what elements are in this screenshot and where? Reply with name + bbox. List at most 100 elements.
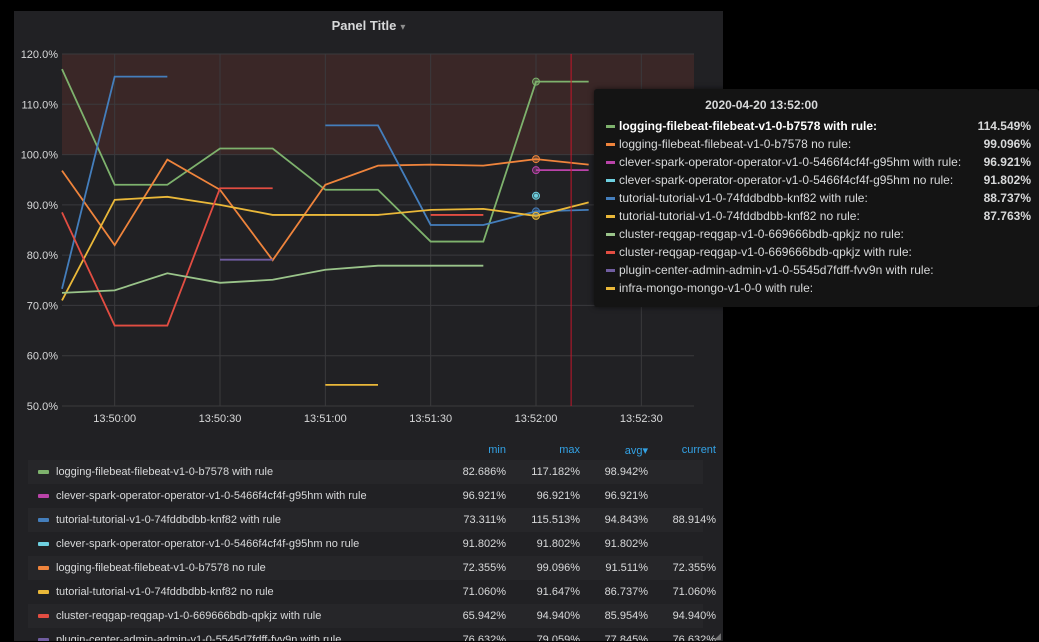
tooltip-row: logging-filebeat-filebeat-v1-0-b7578 wit… xyxy=(606,118,1031,136)
x-tick-label: 13:52:00 xyxy=(515,413,558,425)
tooltip-row: tutorial-tutorial-v1-0-74fddbdbb-knf82 w… xyxy=(606,190,1031,208)
legend-series-name[interactable]: logging-filebeat-filebeat-v1-0-b7578 wit… xyxy=(56,466,274,478)
tooltip-row: logging-filebeat-filebeat-v1-0-b7578 no … xyxy=(606,136,1031,154)
tooltip-series-name: logging-filebeat-filebeat-v1-0-b7578 no … xyxy=(619,137,852,151)
tooltip-series-name: infra-mongo-mongo-v1-0-0 with rule: xyxy=(619,281,814,295)
legend-row[interactable]: logging-filebeat-filebeat-v1-0-b7578 no … xyxy=(28,556,716,580)
legend-row[interactable]: plugin-center-admin-admin-v1-0-5545d7fdf… xyxy=(28,628,716,641)
series-color-swatch xyxy=(606,287,615,290)
legend-avg: 91.511% xyxy=(605,562,648,574)
tooltip-series-name: logging-filebeat-filebeat-v1-0-b7578 wit… xyxy=(619,119,878,133)
series-color-swatch xyxy=(606,143,615,146)
legend-series-name[interactable]: logging-filebeat-filebeat-v1-0-b7578 no … xyxy=(56,562,266,574)
tooltip-series-value: 114.549% xyxy=(977,119,1031,133)
tooltip-series-value: 91.802% xyxy=(983,173,1031,187)
series-color-swatch xyxy=(606,251,615,254)
legend-current: 94.940% xyxy=(672,610,716,622)
series-color-swatch[interactable] xyxy=(38,518,49,522)
series-color-swatch xyxy=(606,233,615,236)
tooltip-row: cluster-reqgap-reqgap-v1-0-669666bdb-qpk… xyxy=(606,244,1031,262)
legend-avg: 94.843% xyxy=(604,514,648,526)
legend-max: 91.647% xyxy=(536,586,580,598)
y-tick-label: 60.0% xyxy=(27,351,58,363)
tooltip-series-name: plugin-center-admin-admin-v1-0-5545d7fdf… xyxy=(619,263,934,277)
series-color-swatch[interactable] xyxy=(38,542,49,546)
tooltip-row: infra-mongo-mongo-v1-0-0 with rule: xyxy=(606,280,1031,298)
resize-handle-icon[interactable]: ◢ xyxy=(714,631,721,641)
series-line[interactable] xyxy=(61,158,589,262)
series-line[interactable] xyxy=(61,75,168,290)
series-line[interactable] xyxy=(325,124,589,226)
hover-point-marker xyxy=(532,166,540,175)
series-color-swatch[interactable] xyxy=(38,494,49,498)
tooltip-row: tutorial-tutorial-v1-0-74fddbdbb-knf82 n… xyxy=(606,208,1031,226)
series-line[interactable] xyxy=(61,264,484,294)
legend-avg: 96.921% xyxy=(604,490,648,502)
series-line[interactable] xyxy=(61,195,589,301)
tooltip-series-name: tutorial-tutorial-v1-0-74fddbdbb-knf82 w… xyxy=(619,191,868,205)
y-tick-label: 120.0% xyxy=(21,49,59,61)
legend-avg: 86.737% xyxy=(604,586,648,598)
legend-header-avg[interactable]: avg▾ xyxy=(624,445,648,457)
legend-row[interactable]: clever-spark-operator-operator-v1-0-5466… xyxy=(28,484,703,508)
legend-row[interactable]: tutorial-tutorial-v1-0-74fddbdbb-knf82 n… xyxy=(28,580,716,604)
tooltip-series-value: 96.921% xyxy=(983,155,1031,169)
panel-title-text[interactable]: Panel Title xyxy=(331,18,397,33)
x-tick-label: 13:50:30 xyxy=(199,413,242,425)
tooltip-row: cluster-reqgap-reqgap-v1-0-669666bdb-qpk… xyxy=(606,226,1031,244)
legend-min: 71.060% xyxy=(462,586,506,598)
y-tick-label: 90.0% xyxy=(27,200,58,212)
legend-header: min max avg▾ current xyxy=(28,441,718,459)
tooltip-series-value: 99.096% xyxy=(983,137,1031,151)
y-tick-label: 80.0% xyxy=(27,250,58,262)
hover-point-marker xyxy=(532,191,540,200)
legend-header-max[interactable]: max xyxy=(559,444,580,456)
graph-tooltip: 2020-04-20 13:52:00 logging-filebeat-fil… xyxy=(594,89,1039,307)
legend-row[interactable]: clever-spark-operator-operator-v1-0-5466… xyxy=(28,532,703,556)
legend-series-name[interactable]: plugin-center-admin-admin-v1-0-5545d7fdf… xyxy=(56,634,342,641)
chevron-down-icon[interactable]: ▾ xyxy=(400,22,406,33)
series-color-swatch[interactable] xyxy=(38,638,49,641)
panel-title[interactable]: Panel Title ▾ xyxy=(14,18,723,33)
x-tick-label: 13:52:30 xyxy=(620,413,663,425)
hover-point-marker xyxy=(532,211,540,220)
series-color-swatch xyxy=(606,197,615,200)
legend-avg: 77.845% xyxy=(604,634,648,641)
legend-header-current[interactable]: current xyxy=(681,444,716,456)
legend-series-name[interactable]: cluster-reqgap-reqgap-v1-0-669666bdb-qpk… xyxy=(56,610,322,622)
legend-series-name[interactable]: clever-spark-operator-operator-v1-0-5466… xyxy=(56,490,367,502)
legend-row[interactable]: cluster-reqgap-reqgap-v1-0-669666bdb-qpk… xyxy=(28,604,716,628)
series-line[interactable] xyxy=(61,68,589,243)
series-color-swatch[interactable] xyxy=(38,470,49,474)
series-color-swatch[interactable] xyxy=(38,614,49,618)
series-color-swatch[interactable] xyxy=(38,590,49,594)
legend-max: 91.802% xyxy=(536,538,580,550)
series-color-swatch xyxy=(606,125,615,128)
tooltip-series-value: 88.737% xyxy=(983,191,1031,205)
series-point[interactable] xyxy=(534,193,538,198)
legend-max: 99.096% xyxy=(536,562,580,574)
legend-series-name[interactable]: tutorial-tutorial-v1-0-74fddbdbb-knf82 n… xyxy=(56,586,274,598)
legend-series-name[interactable]: clever-spark-operator-operator-v1-0-5466… xyxy=(56,538,360,550)
graph-canvas[interactable]: 50.0% 60.0% 70.0% 80.0% 90.0% 100.0% 110.0% 120… xyxy=(14,11,723,431)
legend-avg: 98.942% xyxy=(604,466,648,478)
legend-series-name[interactable]: tutorial-tutorial-v1-0-74fddbdbb-knf82 w… xyxy=(56,514,282,526)
series-color-swatch[interactable] xyxy=(38,566,49,570)
hover-point-marker xyxy=(532,155,540,164)
series-line[interactable] xyxy=(61,187,273,327)
series-color-swatch xyxy=(606,161,615,164)
y-tick-label: 110.0% xyxy=(22,99,59,111)
y-tick-label: 100.0% xyxy=(21,150,59,162)
legend-row[interactable]: tutorial-tutorial-v1-0-74fddbdbb-knf82 w… xyxy=(28,508,716,532)
y-tick-label: 50.0% xyxy=(27,401,58,413)
tooltip-time: 2020-04-20 13:52:00 xyxy=(705,98,818,112)
tooltip-row: plugin-center-admin-admin-v1-0-5545d7fdf… xyxy=(606,262,1031,280)
legend-max: 94.940% xyxy=(536,610,580,622)
x-tick-label: 13:51:30 xyxy=(409,413,452,425)
legend-min: 82.686% xyxy=(462,466,506,478)
legend-header-min[interactable]: min xyxy=(488,444,506,456)
legend-row[interactable]: logging-filebeat-filebeat-v1-0-b7578 wit… xyxy=(28,460,703,484)
legend-min: 73.311% xyxy=(463,514,506,526)
y-tick-label: 70.0% xyxy=(27,300,58,312)
legend-avg: 85.954% xyxy=(604,610,648,622)
